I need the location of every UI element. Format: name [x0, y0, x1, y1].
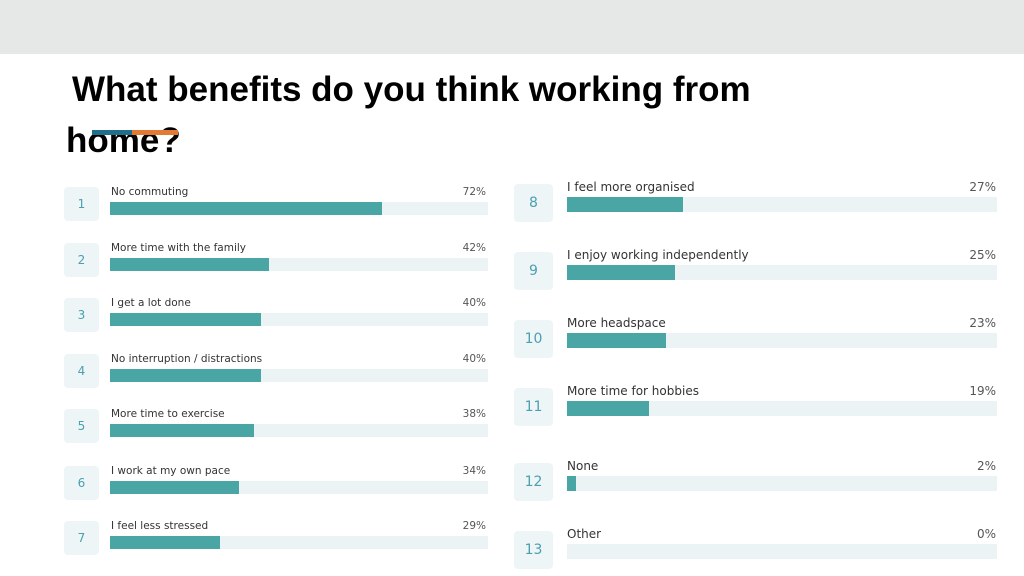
bar-value-label: 72%	[462, 186, 486, 198]
rank-badge: 12	[514, 463, 553, 501]
bar	[110, 536, 220, 549]
bar-value-label: 42%	[462, 242, 486, 254]
bar-track	[567, 333, 997, 348]
bar	[110, 424, 254, 437]
bar-value-label: 2%	[976, 459, 996, 473]
bar-value-label: 27%	[969, 180, 996, 194]
bar-label: More time to exercise	[111, 408, 225, 420]
bar-label: No interruption / distractions	[111, 353, 263, 365]
bar-row-7: 7 I feel less stressed 29%	[64, 520, 488, 556]
bar	[567, 265, 675, 280]
bar	[110, 313, 262, 326]
bar-row-10: 10 More headspace 23%	[514, 316, 997, 358]
bar-track	[110, 202, 488, 215]
bar-track	[110, 424, 488, 437]
bar-row-12: 12 None 2%	[514, 459, 997, 501]
bar-row-13: 13 Other 0%	[514, 527, 997, 569]
rank-badge: 4	[64, 354, 99, 388]
bar	[567, 476, 576, 491]
bar-label: I enjoy working independently	[567, 248, 749, 262]
bar	[567, 197, 684, 212]
bar-label: I feel less stressed	[111, 520, 209, 532]
rank-badge: 8	[514, 184, 553, 222]
rank-badge: 2	[64, 243, 99, 277]
bar-track	[110, 536, 488, 549]
rank-badge: 9	[514, 252, 553, 290]
accent-segment-orange	[132, 130, 178, 135]
title-accent-line	[92, 130, 178, 135]
bar-value-label: 40%	[462, 353, 486, 365]
bar-track	[567, 401, 997, 416]
bar-value-label: 40%	[462, 297, 486, 309]
rank-badge: 11	[514, 388, 553, 426]
bar-label: More headspace	[567, 316, 666, 330]
bar-track	[567, 544, 997, 559]
bar-label: More time for hobbies	[567, 384, 699, 398]
rank-badge: 13	[514, 531, 553, 569]
bar-row-3: 3 I get a lot done 40%	[64, 297, 488, 333]
bar-value-label: 38%	[462, 408, 486, 420]
bar-value-label: 0%	[976, 527, 996, 541]
top-band	[0, 0, 1024, 54]
bar-track	[110, 481, 488, 494]
bar-row-5: 5 More time to exercise 38%	[64, 408, 488, 444]
rank-badge: 7	[64, 521, 99, 555]
bar-row-2: 2 More time with the family 42%	[64, 242, 488, 278]
bar-value-label: 34%	[462, 465, 486, 477]
rank-badge: 1	[64, 187, 99, 221]
bar-track	[567, 476, 997, 491]
bar	[110, 202, 383, 215]
bar-row-6: 6 I work at my own pace 34%	[64, 465, 488, 501]
bar	[110, 258, 269, 271]
rank-badge: 3	[64, 298, 99, 332]
bar-label: Other	[567, 527, 602, 541]
bar-label: No commuting	[111, 186, 189, 198]
bar-value-label: 29%	[462, 520, 486, 532]
bar-track	[567, 197, 997, 212]
bar-track	[110, 258, 488, 271]
rank-badge: 10	[514, 320, 553, 358]
rank-badge: 5	[64, 409, 99, 443]
slide-title: What benefits do you think working from …	[66, 70, 751, 160]
bar-row-11: 11 More time for hobbies 19%	[514, 384, 997, 426]
rank-badge: 6	[64, 466, 99, 500]
bar	[567, 333, 666, 348]
bar-track	[567, 265, 997, 280]
bar-label: None	[567, 459, 599, 473]
bar-value-label: 25%	[969, 248, 996, 262]
bar-row-9: 9 I enjoy working independently 25%	[514, 248, 997, 290]
bar	[567, 401, 649, 416]
bar-row-4: 4 No interruption / distractions 40%	[64, 353, 488, 389]
bar-label: More time with the family	[111, 242, 247, 254]
bar-row-1: 1 No commuting 72%	[64, 186, 488, 222]
bar-label: I work at my own pace	[111, 465, 231, 477]
bar-track	[110, 369, 488, 382]
bar-label: I feel more organised	[567, 180, 695, 194]
bar	[110, 481, 239, 494]
bar-value-label: 19%	[969, 384, 996, 398]
bar-label: I get a lot done	[111, 297, 191, 309]
bar	[110, 369, 262, 382]
bar-row-8: 8 I feel more organised 27%	[514, 180, 997, 222]
accent-segment-blue	[92, 130, 132, 135]
bar-track	[110, 313, 488, 326]
bar-value-label: 23%	[969, 316, 996, 330]
